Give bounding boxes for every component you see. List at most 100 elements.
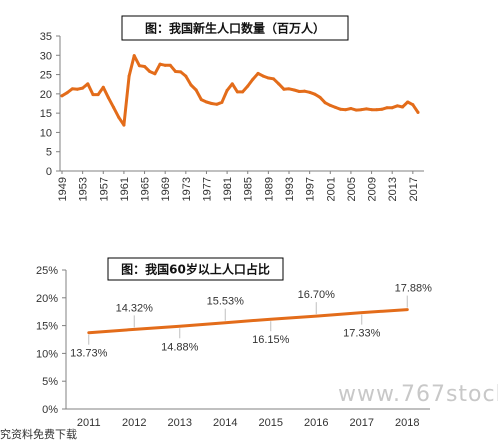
birth-data-point — [302, 89, 306, 93]
birth-data-point — [333, 105, 337, 109]
birth-data-point — [323, 101, 327, 105]
birth-data-point — [60, 94, 64, 98]
elderly-y-tick-label: 0% — [42, 404, 58, 416]
birth-data-point — [375, 108, 379, 112]
birth-data-point — [390, 106, 394, 110]
birth-data-point — [179, 70, 183, 74]
elderly-x-tick-label: 2015 — [259, 417, 283, 429]
birth-data-point — [385, 106, 389, 110]
birth-x-tick-label: 1969 — [160, 177, 172, 201]
birth-data-point — [132, 54, 136, 58]
birth-data-point — [184, 74, 188, 78]
birth-data-point — [127, 74, 131, 78]
birth-data-point — [91, 93, 95, 97]
birth-y-tick-label: 15 — [40, 108, 52, 120]
elderly-data-label: 17.88% — [395, 283, 433, 295]
birth-data-point — [364, 107, 368, 111]
elderly-data-label: 13.73% — [70, 348, 108, 360]
birth-data-point — [354, 108, 358, 112]
elderly-x-tick-label: 2016 — [304, 417, 328, 429]
birth-x-tick-label: 2005 — [346, 177, 358, 201]
birth-data-point — [277, 82, 281, 86]
birth-data-point — [318, 95, 322, 99]
birth-data-point — [137, 64, 141, 68]
birth-data-point — [81, 86, 85, 90]
birth-x-tick-label: 1973 — [181, 177, 193, 201]
birth-data-point — [359, 108, 363, 112]
birth-data-point — [220, 100, 224, 104]
birth-data-point — [411, 103, 415, 107]
elderly-x-tick-label: 2017 — [350, 417, 374, 429]
birth-data-point — [158, 62, 162, 66]
birth-data-point — [75, 87, 79, 91]
birth-data-point — [339, 107, 343, 111]
birth-y-tick-label: 35 — [40, 31, 52, 43]
birth-data-point — [230, 82, 234, 86]
birth-x-tick-label: 1981 — [222, 177, 234, 201]
birth-data-point — [168, 63, 172, 67]
birth-data-point — [282, 87, 286, 91]
watermark: www.767stock — [338, 382, 498, 407]
birth-x-tick-label: 1989 — [263, 177, 275, 201]
birth-data-point — [406, 100, 410, 104]
elderly-x-tick-label: 2012 — [122, 417, 146, 429]
elderly-y-tick-label: 15% — [36, 321, 58, 333]
birth-chart: 图：我国新生人口数量（百万人） 0 5 10 15 20 25 30 35 1949 1953 1… — [40, 15, 424, 201]
birth-data-point — [297, 90, 301, 94]
birth-data-point — [251, 77, 255, 81]
birth-data-point — [215, 102, 219, 106]
birth-data-point — [313, 92, 317, 96]
birth-series-line — [60, 54, 420, 127]
birth-data-point — [117, 115, 121, 119]
elderly-x-tick-label: 2013 — [168, 417, 192, 429]
birth-y-tick-label: 30 — [40, 50, 52, 62]
elderly-x-tick-label: 2018 — [395, 417, 419, 429]
birth-chart-title: 图：我国新生人口数量（百万人） — [145, 21, 325, 36]
birth-x-tick-label: 2013 — [387, 177, 399, 201]
elderly-x-tick-label: 2011 — [77, 417, 101, 429]
birth-data-point — [96, 93, 100, 97]
birth-data-point — [199, 98, 203, 102]
birth-x-tick-label: 1953 — [78, 177, 90, 201]
birth-data-point — [256, 71, 260, 75]
elderly-data-label: 14.32% — [116, 302, 154, 314]
birth-data-point — [163, 63, 167, 67]
elderly-data-label: 16.70% — [298, 289, 336, 301]
elderly-data-label: 14.88% — [161, 341, 199, 353]
birth-data-point — [112, 105, 116, 109]
elderly-y-tick-label: 5% — [42, 376, 58, 388]
birth-data-point — [241, 90, 245, 94]
elderly-data-label: 17.33% — [343, 328, 381, 340]
birth-y-tick-label: 5 — [46, 147, 52, 159]
birth-x-tick-label: 1977 — [201, 177, 213, 201]
elderly-x-tick-label: 2014 — [213, 417, 237, 429]
birth-data-point — [106, 96, 110, 100]
birth-data-point — [65, 91, 69, 95]
birth-x-tick-label: 1985 — [243, 177, 255, 201]
birth-data-point — [235, 90, 239, 94]
birth-data-point — [148, 69, 152, 73]
birth-x-tick-label: 1965 — [140, 177, 152, 201]
birth-chart-title-box — [121, 15, 349, 41]
birth-data-point — [204, 100, 208, 104]
birth-x-tick-label: 1997 — [305, 177, 317, 201]
birth-data-point — [370, 108, 374, 112]
elderly-y-tick-label: 20% — [36, 293, 58, 305]
birth-x-tick-label: 1949 — [57, 177, 69, 201]
birth-y-tick-label: 20 — [40, 89, 52, 101]
birth-data-point — [380, 107, 384, 111]
birth-data-point — [328, 103, 332, 107]
birth-data-point — [174, 69, 178, 73]
birth-y-tick-label: 25 — [40, 70, 52, 82]
birth-data-point — [153, 72, 157, 76]
birth-x-tick-label: 1993 — [284, 177, 296, 201]
elderly-chart-title: 图：我国60岁以上人口占比 — [121, 262, 270, 277]
birth-data-point — [70, 87, 74, 91]
birth-data-point — [86, 82, 90, 86]
birth-x-tick-label: 1961 — [119, 177, 131, 201]
birth-data-point — [194, 88, 198, 92]
birth-x-tick-label: 2001 — [325, 177, 337, 201]
birth-data-point — [261, 74, 265, 78]
elderly-data-label: 16.15% — [252, 334, 290, 346]
